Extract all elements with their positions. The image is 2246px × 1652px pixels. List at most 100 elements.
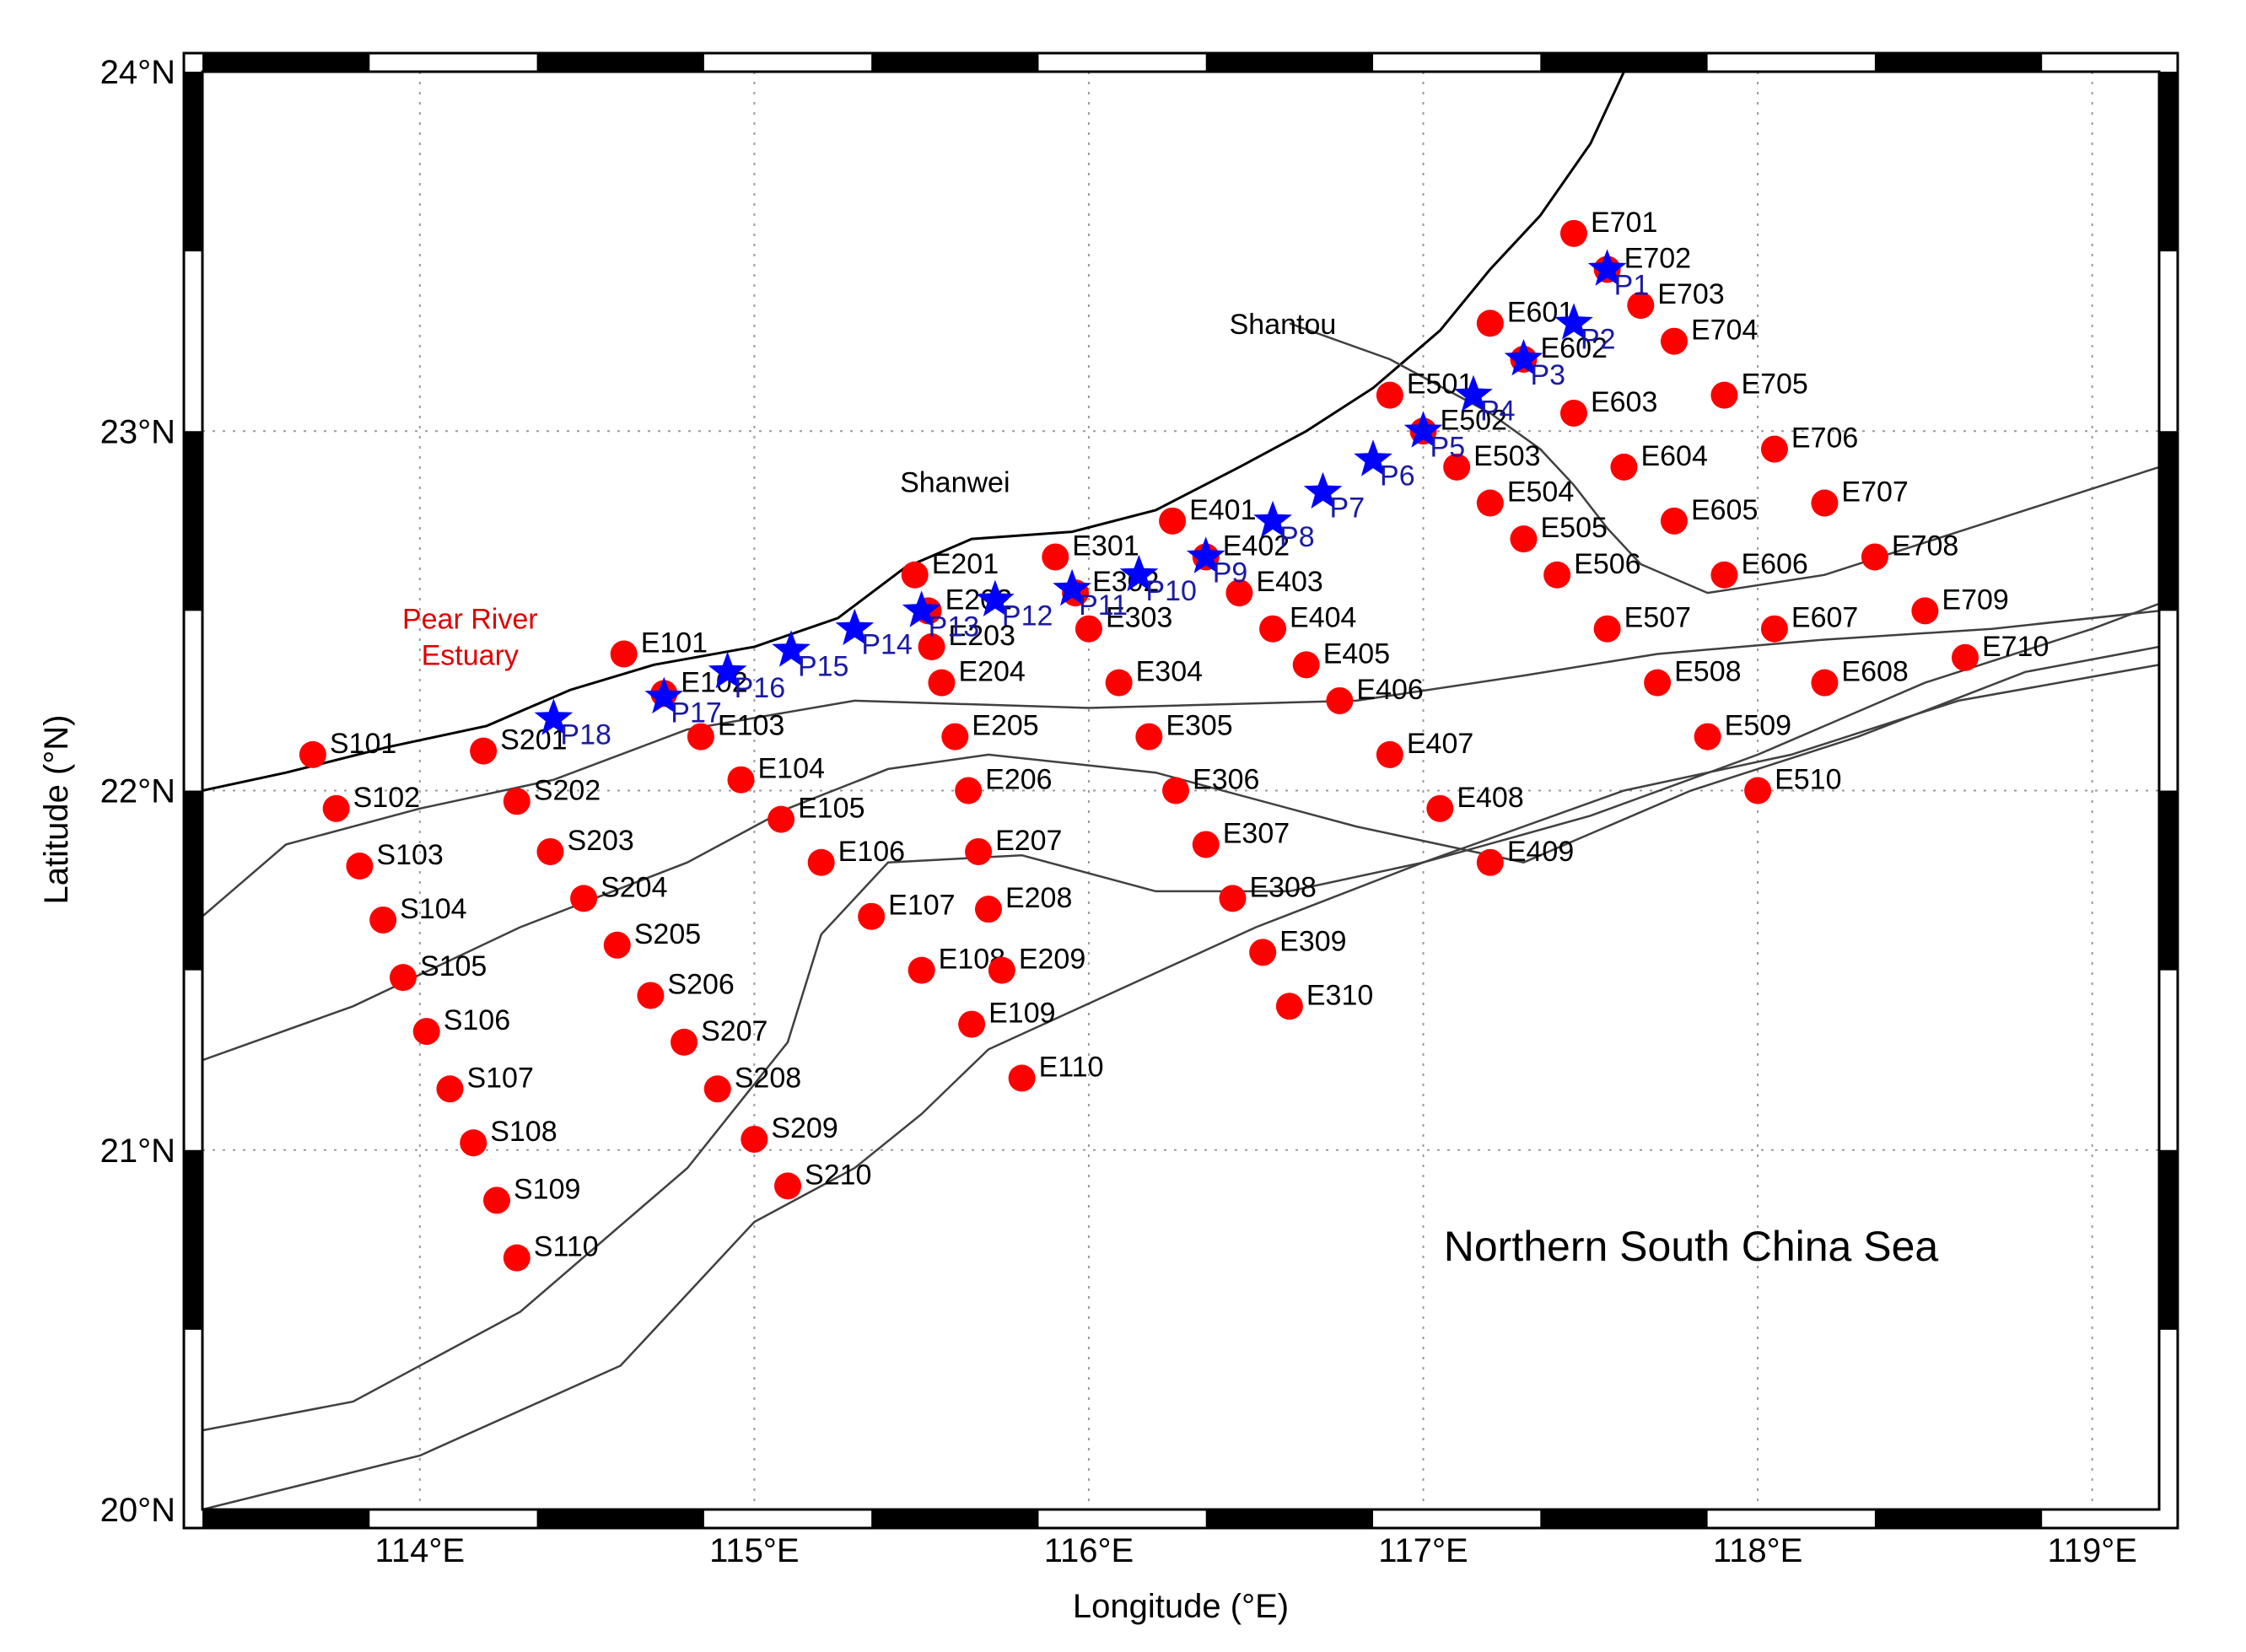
station-label-s109: S109 — [514, 1173, 580, 1205]
station-marker-e204 — [928, 669, 956, 697]
place-label-shanwei: Shanwei — [900, 467, 1010, 499]
station-label-s110: S110 — [534, 1231, 599, 1263]
station-label-e509: E509 — [1725, 710, 1791, 742]
station-marker-e607 — [1760, 615, 1788, 643]
y-tick-label: 20°N — [100, 1492, 175, 1529]
station-marker-p14 — [835, 608, 875, 646]
axis-tick-labels: 114°E 115°E 116°E 117°E 118°E 119°E 20°N 21°N 22… — [100, 54, 2137, 1569]
station-marker-e507 — [1593, 615, 1621, 643]
station-label-p16: P16 — [735, 672, 786, 704]
station-label-s103: S103 — [376, 839, 443, 871]
station-label-e710: E710 — [1982, 631, 2049, 663]
station-label-s201: S201 — [500, 724, 567, 756]
station-label-e303: E303 — [1106, 602, 1172, 634]
station-label-e505: E505 — [1540, 512, 1607, 544]
station-label-p13: P13 — [929, 611, 980, 643]
station-marker-e403 — [1225, 579, 1253, 607]
station-marker-e305 — [1135, 723, 1163, 751]
station-label-s210: S210 — [805, 1159, 871, 1191]
station-label-e306: E306 — [1193, 764, 1259, 796]
station-label-e605: E605 — [1691, 494, 1758, 526]
station-marker-e109 — [958, 1010, 986, 1038]
station-label-e301: E301 — [1072, 530, 1139, 562]
station-marker-s102 — [322, 794, 350, 822]
station-marker-s201 — [470, 737, 498, 765]
y-tick-label: 21°N — [100, 1133, 175, 1170]
station-label-p1: P1 — [1614, 269, 1650, 301]
station-marker-e401 — [1159, 507, 1187, 535]
station-label-e708: E708 — [1892, 530, 1958, 562]
station-marker-e510 — [1744, 777, 1772, 804]
station-marker-e605 — [1660, 507, 1688, 535]
station-marker-e506 — [1543, 561, 1571, 589]
station-label-s209: S209 — [771, 1112, 838, 1144]
station-marker-e101 — [610, 640, 638, 668]
station-label-p11: P11 — [1079, 589, 1128, 622]
frame-bar-top — [1874, 53, 2043, 72]
y-tick-label: 22°N — [100, 773, 175, 810]
station-label-e407: E407 — [1407, 728, 1473, 760]
frame-bar-left — [184, 431, 202, 611]
coastline-line — [202, 72, 1625, 792]
station-label-s205: S205 — [634, 918, 701, 950]
station-marker-e306 — [1162, 777, 1190, 804]
frame-bar-bottom — [1205, 1509, 1374, 1528]
station-marker-e203 — [918, 633, 945, 660]
station-label-e201: E201 — [932, 548, 999, 580]
station-marker-s105 — [389, 964, 417, 992]
station-label-e206: E206 — [985, 764, 1052, 796]
station-label-e502: E502 — [1441, 404, 1507, 436]
station-label-e207: E207 — [995, 825, 1062, 857]
station-marker-e408 — [1426, 794, 1454, 822]
station-marker-e105 — [768, 805, 795, 833]
station-marker-s203 — [536, 837, 564, 865]
station-label-e602: E602 — [1540, 332, 1607, 364]
station-marker-e704 — [1660, 327, 1688, 355]
frame-bar-right — [2159, 790, 2178, 971]
x-axis-label: Longitude (°E) — [1073, 1588, 1289, 1625]
station-label-s105: S105 — [420, 950, 487, 982]
station-label-s106: S106 — [444, 1004, 510, 1036]
place-label-pear-river: Pear River — [402, 604, 538, 636]
frame-bar-left — [184, 1149, 202, 1330]
frame-bar-right — [2159, 72, 2178, 252]
station-label-e608: E608 — [1841, 656, 1908, 688]
station-marker-e208 — [974, 896, 1002, 923]
station-marker-s101 — [299, 740, 326, 768]
station-marker-e303 — [1075, 615, 1102, 643]
station-label-e104: E104 — [757, 753, 824, 785]
station-marker-e601 — [1476, 309, 1504, 337]
x-tick-label: 117°E — [1378, 1532, 1468, 1569]
station-label-e208: E208 — [1005, 882, 1072, 914]
station-label-s208: S208 — [735, 1062, 801, 1094]
frame-bar-bottom — [1874, 1509, 2043, 1528]
station-marker-e205 — [941, 723, 969, 751]
station-label-e109: E109 — [988, 998, 1055, 1030]
frame-bar-top — [202, 53, 370, 72]
station-label-e106: E106 — [838, 836, 905, 868]
station-marker-e504 — [1476, 489, 1504, 517]
station-marker-p2 — [1554, 303, 1593, 340]
station-marker-s108 — [460, 1129, 487, 1157]
station-marker-s104 — [369, 906, 397, 934]
station-label-e403: E403 — [1256, 566, 1322, 598]
frame-bar-left — [184, 790, 202, 971]
station-label-e401: E401 — [1189, 494, 1256, 526]
station-label-s207: S207 — [701, 1015, 768, 1047]
frame-bar-top — [536, 53, 704, 72]
station-label-e402: E402 — [1223, 530, 1290, 562]
station-label-e309: E309 — [1279, 925, 1346, 957]
station-marker-s207 — [671, 1028, 698, 1056]
station-label-e304: E304 — [1136, 656, 1203, 688]
station-label-e704: E704 — [1691, 315, 1758, 347]
station-label-e508: E508 — [1674, 656, 1741, 688]
x-tick-label: 116°E — [1044, 1532, 1134, 1569]
station-label-p14: P14 — [861, 629, 912, 661]
station-label-p6: P6 — [1380, 460, 1415, 492]
station-label-e703: E703 — [1657, 278, 1724, 310]
station-label-e204: E204 — [958, 656, 1025, 688]
station-marker-e209 — [988, 956, 1015, 984]
station-marker-e201 — [901, 561, 929, 589]
